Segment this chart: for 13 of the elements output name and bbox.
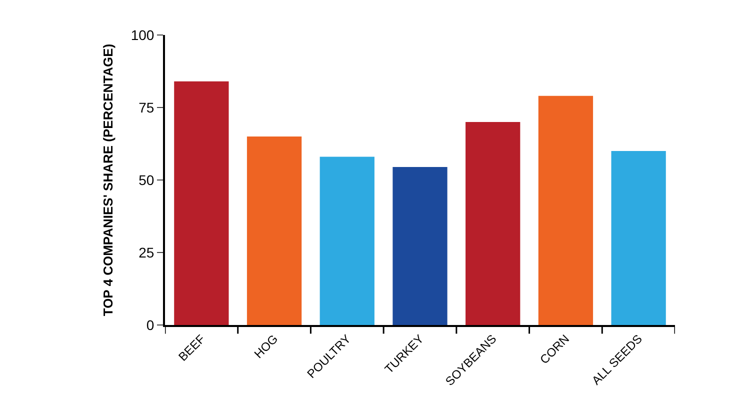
bar [320, 156, 374, 325]
bar [466, 122, 520, 325]
y-axis-title: TOP 4 COMPANIES' SHARE (PERCENTAGE) [100, 44, 116, 316]
bar [392, 166, 448, 325]
bar [246, 136, 302, 325]
bar [538, 96, 594, 325]
y-tick-label: 100 [130, 26, 154, 43]
y-tick-label: 50 [138, 172, 154, 188]
y-tick-label: 75 [138, 99, 154, 116]
y-tick-label: 0 [146, 316, 154, 333]
bar [611, 151, 666, 325]
y-tick-label: 25 [138, 244, 154, 260]
bar [174, 81, 229, 325]
